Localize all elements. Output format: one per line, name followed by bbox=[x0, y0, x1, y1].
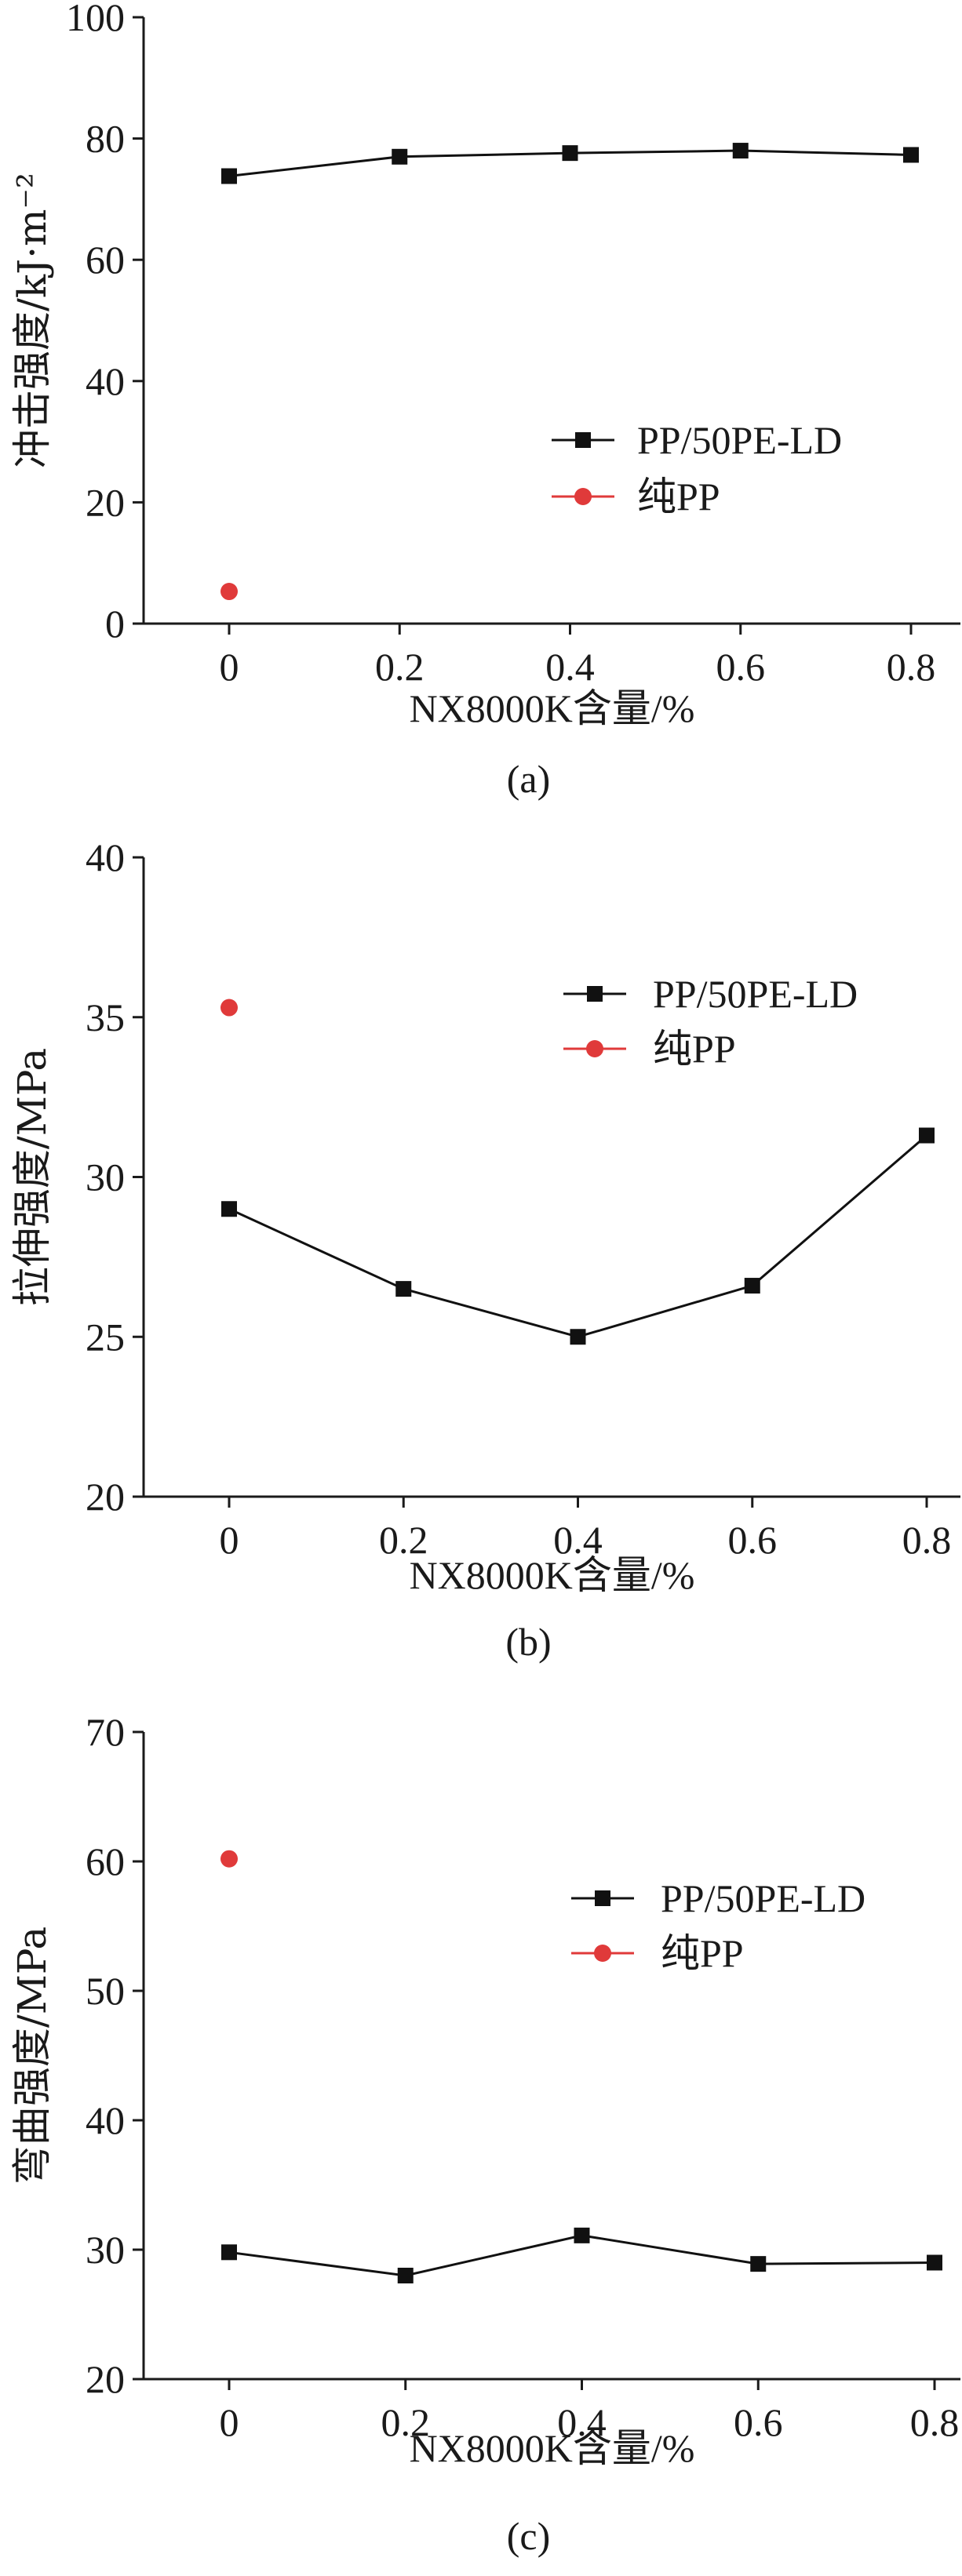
x-axis-label: NX8000K含量/% bbox=[410, 2426, 695, 2470]
data-point bbox=[919, 1127, 935, 1144]
data-point bbox=[392, 148, 408, 165]
y-axis-label: 拉伸强度/MPa bbox=[9, 1048, 55, 1306]
y-tick-label: 100 bbox=[66, 0, 125, 39]
series-pp-50pe-ld bbox=[221, 143, 919, 184]
data-point bbox=[221, 2244, 237, 2261]
series-pure-pp bbox=[220, 999, 238, 1017]
x-tick-label: 0.8 bbox=[910, 2400, 960, 2444]
data-point bbox=[220, 1850, 238, 1868]
legend-label: PP/50PE-LD bbox=[661, 1876, 865, 1920]
series-pure-pp bbox=[220, 583, 238, 601]
data-point bbox=[221, 1201, 237, 1217]
y-tick-label: 40 bbox=[86, 359, 125, 403]
panel-caption: (a) bbox=[507, 757, 551, 801]
y-tick-label: 40 bbox=[86, 835, 125, 879]
y-tick-label: 0 bbox=[105, 602, 125, 646]
chart-panel-a: 0 20 40 60 80 100 0 0.2 0.4 0.6 0.8 NX8000K含量/% 冲击强度… bbox=[9, 0, 960, 801]
data-point bbox=[395, 1281, 412, 1297]
x-tick-label: 0.6 bbox=[734, 2400, 783, 2444]
series-pp-50pe-ld bbox=[221, 2227, 942, 2283]
legend-marker bbox=[595, 1890, 610, 1906]
data-point bbox=[220, 583, 238, 601]
data-point bbox=[903, 147, 919, 163]
legend: PP/50PE-LD 纯PP bbox=[563, 972, 858, 1071]
data-point bbox=[750, 2256, 767, 2272]
x-tick-label: 0.4 bbox=[545, 645, 595, 689]
legend-marker bbox=[587, 986, 603, 1002]
panel-caption: (c) bbox=[507, 2514, 551, 2558]
legend-label: PP/50PE-LD bbox=[653, 972, 858, 1016]
x-tick-label: 0.8 bbox=[902, 1518, 952, 1562]
y-tick-label: 20 bbox=[86, 480, 125, 524]
y-tick-label: 80 bbox=[86, 117, 125, 161]
data-point bbox=[562, 145, 578, 162]
data-point bbox=[744, 1278, 760, 1294]
chart-panel-b: 20 25 30 35 40 0 0.2 0.4 0.6 0.8 NX8000K含量/% 拉伸强度/M… bbox=[9, 835, 960, 1664]
y-tick-label: 20 bbox=[86, 2357, 125, 2401]
legend-label: 纯PP bbox=[653, 1027, 736, 1071]
x-tick-label: 0.4 bbox=[557, 2400, 607, 2444]
y-tick-label: 40 bbox=[86, 2098, 125, 2142]
x-axis-label: NX8000K含量/% bbox=[410, 686, 695, 730]
data-point bbox=[927, 2254, 942, 2271]
x-tick-label: 0.2 bbox=[375, 645, 425, 689]
y-tick-label: 30 bbox=[86, 2228, 125, 2272]
series-pp-50pe-ld bbox=[221, 1127, 935, 1345]
data-point bbox=[732, 143, 749, 159]
data-point bbox=[220, 999, 238, 1017]
y-tick-label: 20 bbox=[86, 1475, 125, 1519]
legend-label: 纯PP bbox=[661, 1931, 744, 1975]
legend-marker bbox=[586, 1040, 603, 1057]
legend-marker bbox=[575, 432, 591, 448]
x-tick-label: 0.6 bbox=[728, 1518, 778, 1562]
x-tick-label: 0 bbox=[220, 1518, 239, 1562]
y-tick-label: 70 bbox=[86, 1710, 125, 1754]
x-axis-label: NX8000K含量/% bbox=[410, 1553, 695, 1597]
chart-panel-c: 20 30 40 50 60 70 0 0.2 0.4 0.6 0.8 NX8000K含量/% 弯曲强度… bbox=[9, 1710, 960, 2558]
x-tick-label: 0.8 bbox=[887, 645, 936, 689]
legend-marker bbox=[574, 488, 592, 505]
legend: PP/50PE-LD 纯PP bbox=[571, 1876, 865, 1975]
x-tick-label: 0 bbox=[220, 645, 239, 689]
y-tick-label: 25 bbox=[86, 1315, 125, 1359]
x-tick-label: 0 bbox=[220, 2400, 239, 2444]
series-line bbox=[228, 1134, 927, 1338]
y-tick-label: 35 bbox=[86, 995, 125, 1039]
data-point bbox=[570, 1329, 586, 1345]
y-tick-label: 30 bbox=[86, 1155, 125, 1199]
x-tick-label: 0.2 bbox=[381, 2400, 431, 2444]
data-point bbox=[221, 168, 237, 184]
series-pure-pp bbox=[220, 1850, 238, 1868]
legend-marker bbox=[594, 1945, 611, 1962]
y-axis-label: 冲击强度/kJ·m⁻² bbox=[9, 173, 55, 468]
legend: PP/50PE-LD 纯PP bbox=[552, 418, 842, 518]
x-tick-label: 0.6 bbox=[716, 645, 766, 689]
x-tick-label: 0.2 bbox=[379, 1518, 428, 1562]
x-tick-label: 0.4 bbox=[553, 1518, 603, 1562]
data-point bbox=[397, 2268, 414, 2283]
y-tick-label: 60 bbox=[86, 1839, 125, 1883]
legend-label: 纯PP bbox=[637, 475, 720, 518]
legend-label: PP/50PE-LD bbox=[637, 418, 842, 462]
panel-caption: (b) bbox=[505, 1620, 551, 1664]
y-tick-label: 50 bbox=[86, 1969, 125, 2013]
data-point bbox=[574, 2227, 590, 2243]
y-axis-label: 弯曲强度/MPa bbox=[9, 1927, 55, 2185]
y-tick-label: 60 bbox=[86, 238, 125, 282]
